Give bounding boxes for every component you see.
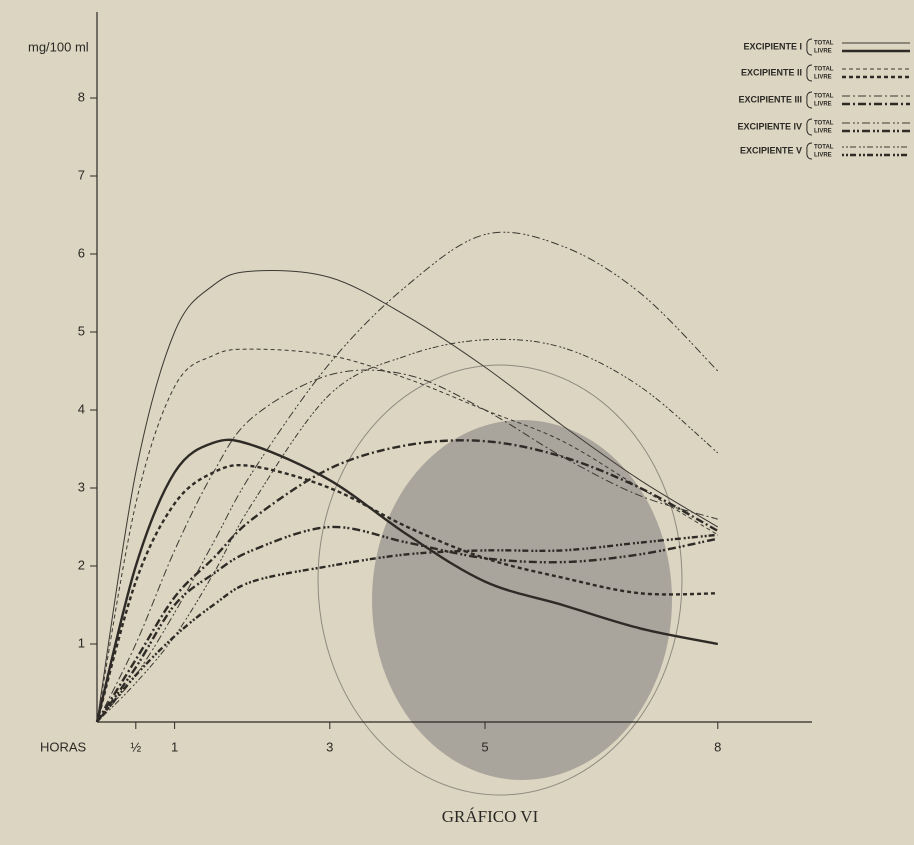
y-tick-label: 8 — [78, 89, 85, 104]
legend-label: LIVRE — [814, 75, 832, 81]
legend-label: TOTAL — [814, 67, 834, 73]
x-tick-label: 8 — [714, 739, 721, 754]
y-tick-label: 3 — [78, 479, 85, 494]
legend-group: EXCIPIENTE I — [743, 41, 802, 51]
chart-title: GRÁFICO VI — [442, 807, 539, 826]
legend-label: LIVRE — [814, 49, 832, 55]
legend-label: LIVRE — [814, 102, 832, 108]
x-axis-label: HORAS — [40, 739, 87, 754]
watermark-seal — [372, 420, 672, 780]
y-axis-label: mg/100 ml — [28, 39, 89, 54]
chart: mg/100 ml HORAS GRÁFICO VI 1 2 3 4 5 6 7 8 ½ 1 3 5 8… — [0, 0, 914, 845]
y-tick-label: 4 — [78, 401, 85, 416]
legend-label: LIVRE — [814, 153, 832, 159]
y-tick-label: 6 — [78, 245, 85, 260]
legend-group: EXCIPIENTE IV — [737, 121, 802, 131]
x-tick-label: 5 — [481, 739, 488, 754]
legend-label: TOTAL — [814, 121, 834, 127]
x-tick-label: ½ — [130, 739, 141, 754]
legend-group: EXCIPIENTE III — [738, 94, 802, 104]
legend-label: TOTAL — [814, 145, 834, 151]
y-tick-label: 2 — [78, 557, 85, 572]
legend-label: TOTAL — [814, 94, 834, 100]
legend-label: TOTAL — [814, 41, 834, 47]
y-tick-label: 1 — [78, 635, 85, 650]
legend-group: EXCIPIENTE II — [741, 67, 802, 77]
x-tick-label: 3 — [326, 739, 333, 754]
x-tick-label: 1 — [171, 739, 178, 754]
y-tick-label: 7 — [78, 167, 85, 182]
legend-label: LIVRE — [814, 129, 832, 135]
legend-group: EXCIPIENTE V — [740, 145, 802, 155]
y-tick-label: 5 — [78, 323, 85, 338]
